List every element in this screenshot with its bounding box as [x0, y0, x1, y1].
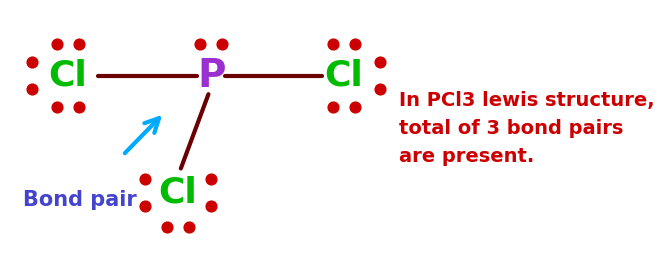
Point [73, 105, 84, 110]
Text: Cl: Cl [324, 59, 363, 93]
Point [184, 225, 194, 229]
Text: In PCl3 lewis structure,
total of 3 bond pairs
are present.: In PCl3 lewis structure, total of 3 bond… [399, 91, 655, 166]
Point [51, 105, 62, 110]
Point [162, 225, 172, 229]
Point [350, 105, 360, 110]
Point [195, 42, 206, 46]
Point [327, 105, 338, 110]
Point [374, 87, 385, 91]
Text: Cl: Cl [159, 175, 197, 209]
Point [51, 42, 62, 46]
Point [140, 177, 151, 181]
Point [73, 42, 84, 46]
Point [27, 87, 37, 91]
FancyArrowPatch shape [125, 118, 159, 153]
Point [327, 42, 338, 46]
Text: Bond pair: Bond pair [23, 190, 137, 210]
Point [350, 42, 360, 46]
Text: P: P [197, 57, 226, 95]
Point [27, 60, 37, 65]
Point [206, 203, 216, 208]
Point [217, 42, 228, 46]
Point [140, 203, 151, 208]
Text: Cl: Cl [48, 59, 87, 93]
Point [206, 177, 216, 181]
Point [374, 60, 385, 65]
